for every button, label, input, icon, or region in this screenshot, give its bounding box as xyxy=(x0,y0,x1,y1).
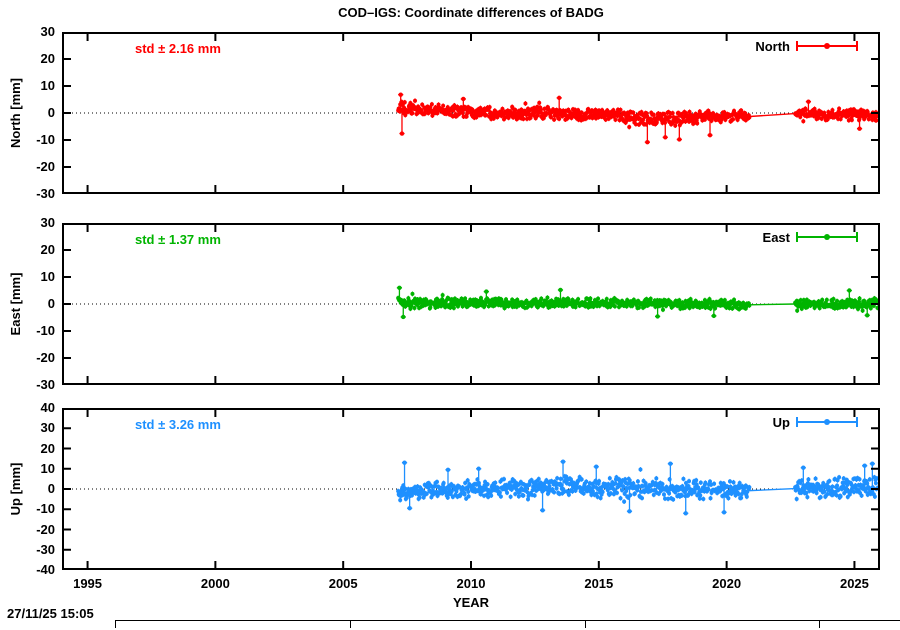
y-tick-label: 0 xyxy=(47,481,55,496)
y-tick-label: -20 xyxy=(36,159,55,174)
bottom-table-tick xyxy=(350,621,351,628)
x-axis-label: YEAR xyxy=(452,595,490,610)
y-tick-label: -10 xyxy=(36,501,55,517)
std-annotation-north: std ± 2.16 mm xyxy=(135,41,221,56)
y-tick-label: 20 xyxy=(40,440,55,456)
y-tick-label: -30 xyxy=(36,541,55,557)
bottom-table-tick xyxy=(819,621,820,628)
bottom-table-tick xyxy=(585,621,586,628)
y-tick-label: 0 xyxy=(47,296,55,311)
panel-east-plot xyxy=(62,223,880,385)
y-tick-label: 30 xyxy=(40,420,55,436)
y-tick-label: -20 xyxy=(36,350,55,365)
chart-title: COD–IGS: Coordinate differences of BADG xyxy=(338,5,604,20)
y-tick-label: 10 xyxy=(40,78,55,93)
panel-up-plot xyxy=(62,408,880,570)
bottom-table-border xyxy=(115,620,900,629)
bottom-table-tick xyxy=(115,621,116,628)
std-annotation-up: std ± 3.26 mm xyxy=(135,417,221,432)
x-tick-label: 2005 xyxy=(328,576,358,591)
y-tick-label: 10 xyxy=(40,269,55,284)
x-tick-label: 1995 xyxy=(73,576,103,591)
y-tick-label: -30 xyxy=(36,186,55,201)
y-tick-label: 20 xyxy=(40,242,55,257)
y-tick-label: 40 xyxy=(40,400,55,415)
legend-sample-north xyxy=(796,41,858,51)
legend-sample-up xyxy=(796,417,858,427)
y-tick-label: -10 xyxy=(36,323,55,338)
x-tick-label: 2010 xyxy=(456,576,486,591)
legend-label-east: East xyxy=(762,230,790,245)
legend-label-up: Up xyxy=(772,415,790,430)
y-tick-label: -10 xyxy=(36,132,55,147)
y-tick-label: -20 xyxy=(36,521,55,537)
panel-north-plot xyxy=(62,32,880,194)
y-tick-label: 30 xyxy=(40,24,55,39)
x-tick-label: 2000 xyxy=(200,576,230,591)
y-tick-label: 30 xyxy=(40,215,55,230)
legend-label-north: North xyxy=(755,39,790,54)
x-tick-label: 2025 xyxy=(839,576,869,591)
x-tick-label: 2020 xyxy=(712,576,742,591)
y-tick-label: -40 xyxy=(36,562,55,577)
y-tick-label: 20 xyxy=(40,51,55,66)
x-tick-label: 2015 xyxy=(584,576,614,591)
timestamp: 27/11/25 15:05 xyxy=(7,606,94,621)
y-axis-label-north: North [mm] xyxy=(8,77,23,149)
y-tick-label: -30 xyxy=(36,377,55,392)
y-axis-label-up: Up [mm] xyxy=(8,462,23,516)
legend-sample-east xyxy=(796,232,858,242)
y-tick-label: 0 xyxy=(47,105,55,120)
y-axis-label-east: East [mm] xyxy=(8,272,23,336)
y-tick-label: 10 xyxy=(40,460,55,476)
std-annotation-east: std ± 1.37 mm xyxy=(135,232,221,247)
